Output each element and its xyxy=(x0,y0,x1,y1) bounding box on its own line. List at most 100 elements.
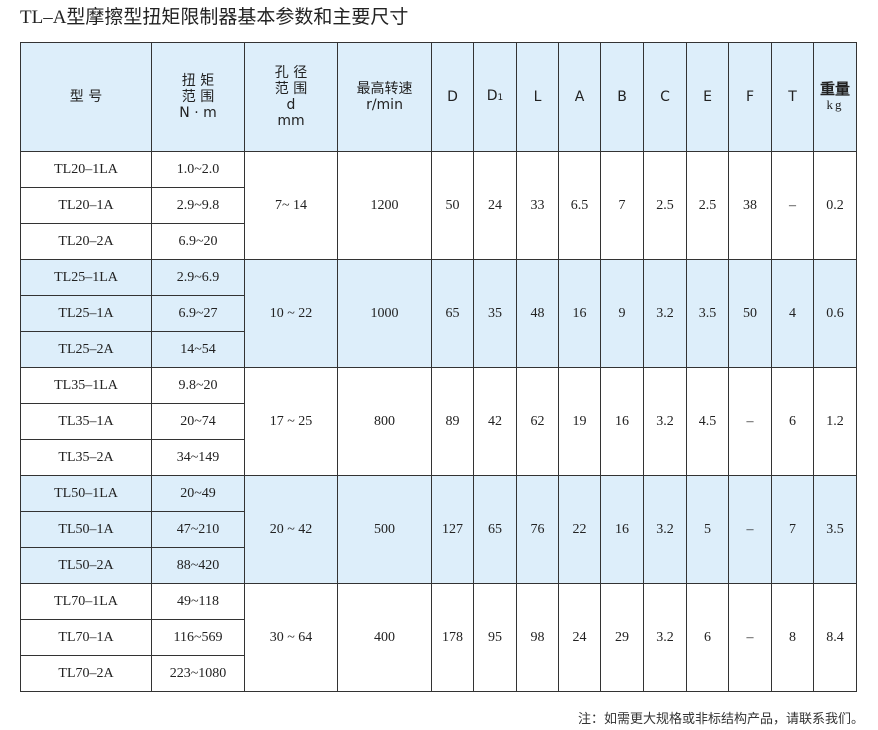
F-cell: – xyxy=(728,367,772,476)
L-cell: 33 xyxy=(516,151,559,260)
model-cell: TL70–2A xyxy=(20,655,152,692)
page-title: TL–A型摩擦型扭矩限制器基本参数和主要尺寸 xyxy=(20,7,409,28)
label: 扭 矩 xyxy=(181,73,215,89)
label: 最高转速 xyxy=(356,81,413,97)
torque-cell: 49~118 xyxy=(151,583,245,620)
table-row: TL50–1A 47~210 xyxy=(20,511,857,548)
label: 孔 径 xyxy=(274,65,308,81)
weight-cell: 3.5 xyxy=(813,475,857,584)
table-row: TL25–2A 14~54 xyxy=(20,331,857,368)
model-cell: TL50–1LA xyxy=(20,475,152,512)
E-cell: 6 xyxy=(686,583,729,692)
header-D: D xyxy=(431,42,474,152)
torque-cell: 2.9~6.9 xyxy=(151,259,245,296)
header-F: F xyxy=(728,42,772,152)
torque-cell: 223~1080 xyxy=(151,655,245,692)
torque-cell: 34~149 xyxy=(151,439,245,476)
speed-cell: 1200 xyxy=(337,151,432,260)
label: 重量 xyxy=(819,80,850,98)
table-row: TL35–1A 20~74 xyxy=(20,403,857,440)
torque-cell: 116~569 xyxy=(151,619,245,656)
model-cell: TL20–2A xyxy=(20,223,152,260)
T-cell: 6 xyxy=(771,367,814,476)
T-cell: – xyxy=(771,151,814,260)
D-cell: 50 xyxy=(431,151,474,260)
torque-cell: 6.9~20 xyxy=(151,223,245,260)
table-row: TL35–1LA 9.8~20 17 ~ 25 800 89 42 62 19 16 3.2 4.5… xyxy=(20,367,857,476)
C-cell: 3.2 xyxy=(643,583,687,692)
table-row: TL70–1LA 49~118 30 ~ 64 400 178 95 98 24 29 3.2 6–… xyxy=(20,583,857,692)
table-row: TL20–1A 2.9~9.8 xyxy=(20,187,857,224)
table-row: TL25–1A 6.9~27 xyxy=(20,295,857,332)
model-cell: TL35–1A xyxy=(20,403,152,440)
bore-cell: 10 ~ 22 xyxy=(244,259,338,368)
label: N · m xyxy=(179,105,217,121)
weight-cell: 1.2 xyxy=(813,367,857,476)
table-row: TL20–1LA 1.0~2.0 7~ 14 1200 50 24 33 6.5 7 2.5 2.5… xyxy=(20,151,857,260)
C-cell: 3.2 xyxy=(643,259,687,368)
A-cell: 24 xyxy=(558,583,601,692)
D-cell: 89 xyxy=(431,367,474,476)
header-D1: D1 xyxy=(473,42,517,152)
L-cell: 98 xyxy=(516,583,559,692)
label: D xyxy=(486,88,498,104)
label: r/min xyxy=(366,97,403,113)
T-cell: 7 xyxy=(771,475,814,584)
A-cell: 22 xyxy=(558,475,601,584)
F-cell: 50 xyxy=(728,259,772,368)
speed-cell: 500 xyxy=(337,475,432,584)
F-cell: – xyxy=(728,475,772,584)
weight-cell: 0.6 xyxy=(813,259,857,368)
D-cell: 127 xyxy=(431,475,474,584)
weight-cell: 0.2 xyxy=(813,151,857,260)
B-cell: 9 xyxy=(600,259,644,368)
weight-cell: 8.4 xyxy=(813,583,857,692)
header-A: A xyxy=(558,42,601,152)
bore-cell: 17 ~ 25 xyxy=(244,367,338,476)
label: mm xyxy=(277,113,305,129)
subscript: 1 xyxy=(497,93,504,103)
header-bore: 孔 径范 围 d mm xyxy=(244,42,338,152)
speed-cell: 1000 xyxy=(337,259,432,368)
D1-cell: 24 xyxy=(473,151,517,260)
B-cell: 16 xyxy=(600,367,644,476)
D1-cell: 35 xyxy=(473,259,517,368)
unit: kg xyxy=(826,97,844,112)
header-B: B xyxy=(600,42,644,152)
T-cell: 4 xyxy=(771,259,814,368)
header-model: 型 号 xyxy=(20,42,152,152)
torque-cell: 9.8~20 xyxy=(151,367,245,404)
E-cell: 2.5 xyxy=(686,151,729,260)
D1-cell: 95 xyxy=(473,583,517,692)
label: d xyxy=(286,97,296,113)
footnote: 注：如需更大规格或非标结构产品，请联系我们。 xyxy=(577,712,864,727)
B-cell: 29 xyxy=(600,583,644,692)
header-C: C xyxy=(643,42,687,152)
bore-cell: 7~ 14 xyxy=(244,151,338,260)
E-cell: 5 xyxy=(686,475,729,584)
bore-cell: 30 ~ 64 xyxy=(244,583,338,692)
T-cell: 8 xyxy=(771,583,814,692)
model-cell: TL50–1A xyxy=(20,511,152,548)
table-row: TL35–2A 34~149 xyxy=(20,439,857,476)
D-cell: 65 xyxy=(431,259,474,368)
F-cell: – xyxy=(728,583,772,692)
header-L: L xyxy=(516,42,559,152)
table-row: TL50–2A 88~420 xyxy=(20,547,857,584)
A-cell: 19 xyxy=(558,367,601,476)
header-weight: 重量 kg xyxy=(813,42,857,152)
speed-cell: 400 xyxy=(337,583,432,692)
model-cell: TL50–2A xyxy=(20,547,152,584)
A-cell: 6.5 xyxy=(558,151,601,260)
header-E: E xyxy=(686,42,729,152)
L-cell: 62 xyxy=(516,367,559,476)
L-cell: 76 xyxy=(516,475,559,584)
L-cell: 48 xyxy=(516,259,559,368)
B-cell: 7 xyxy=(600,151,644,260)
B-cell: 16 xyxy=(600,475,644,584)
model-cell: TL25–2A xyxy=(20,331,152,368)
C-cell: 3.2 xyxy=(643,475,687,584)
torque-cell: 2.9~9.8 xyxy=(151,187,245,224)
